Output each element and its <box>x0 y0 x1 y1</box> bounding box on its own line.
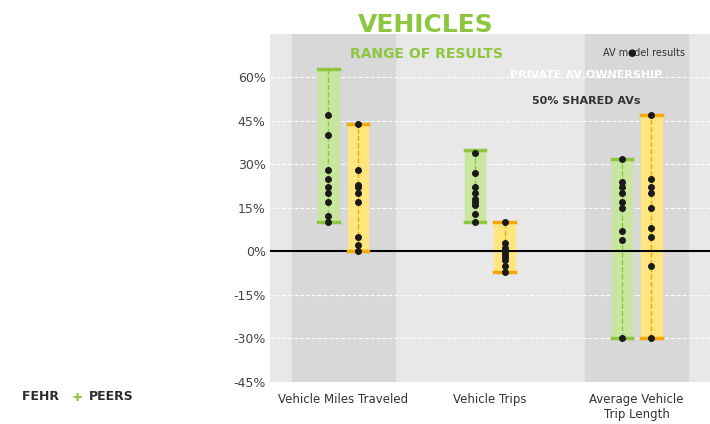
Bar <box>292 34 395 382</box>
Text: VEHICLES: VEHICLES <box>358 13 494 37</box>
Bar <box>641 115 662 338</box>
Text: AV model results: AV model results <box>604 48 685 58</box>
Text: 50% SHARED AVs: 50% SHARED AVs <box>532 96 640 106</box>
Text: PEERS: PEERS <box>89 390 133 403</box>
Text: FEHR: FEHR <box>21 390 63 403</box>
Text: PRIVATE AV OWNERSHIP: PRIVATE AV OWNERSHIP <box>510 70 662 80</box>
Bar <box>612 159 632 338</box>
Bar <box>494 222 515 271</box>
Text: RANGE OF RESULTS: RANGE OF RESULTS <box>349 47 503 61</box>
Text: 50% shared mitigates the
increase, but still an increase: 50% shared mitigates the increase, but s… <box>21 284 195 312</box>
Text: VMT increased in all: VMT increased in all <box>21 225 141 238</box>
Text: Autonomous Effects
on VMT: Autonomous Effects on VMT <box>21 93 274 137</box>
Bar <box>348 124 368 251</box>
Text: ●: ● <box>627 48 635 58</box>
Text: ✚: ✚ <box>73 393 82 403</box>
Bar <box>585 34 688 382</box>
Bar <box>465 150 486 222</box>
Text: Nine regional models tested: Nine regional models tested <box>21 170 188 183</box>
Bar <box>318 69 339 222</box>
